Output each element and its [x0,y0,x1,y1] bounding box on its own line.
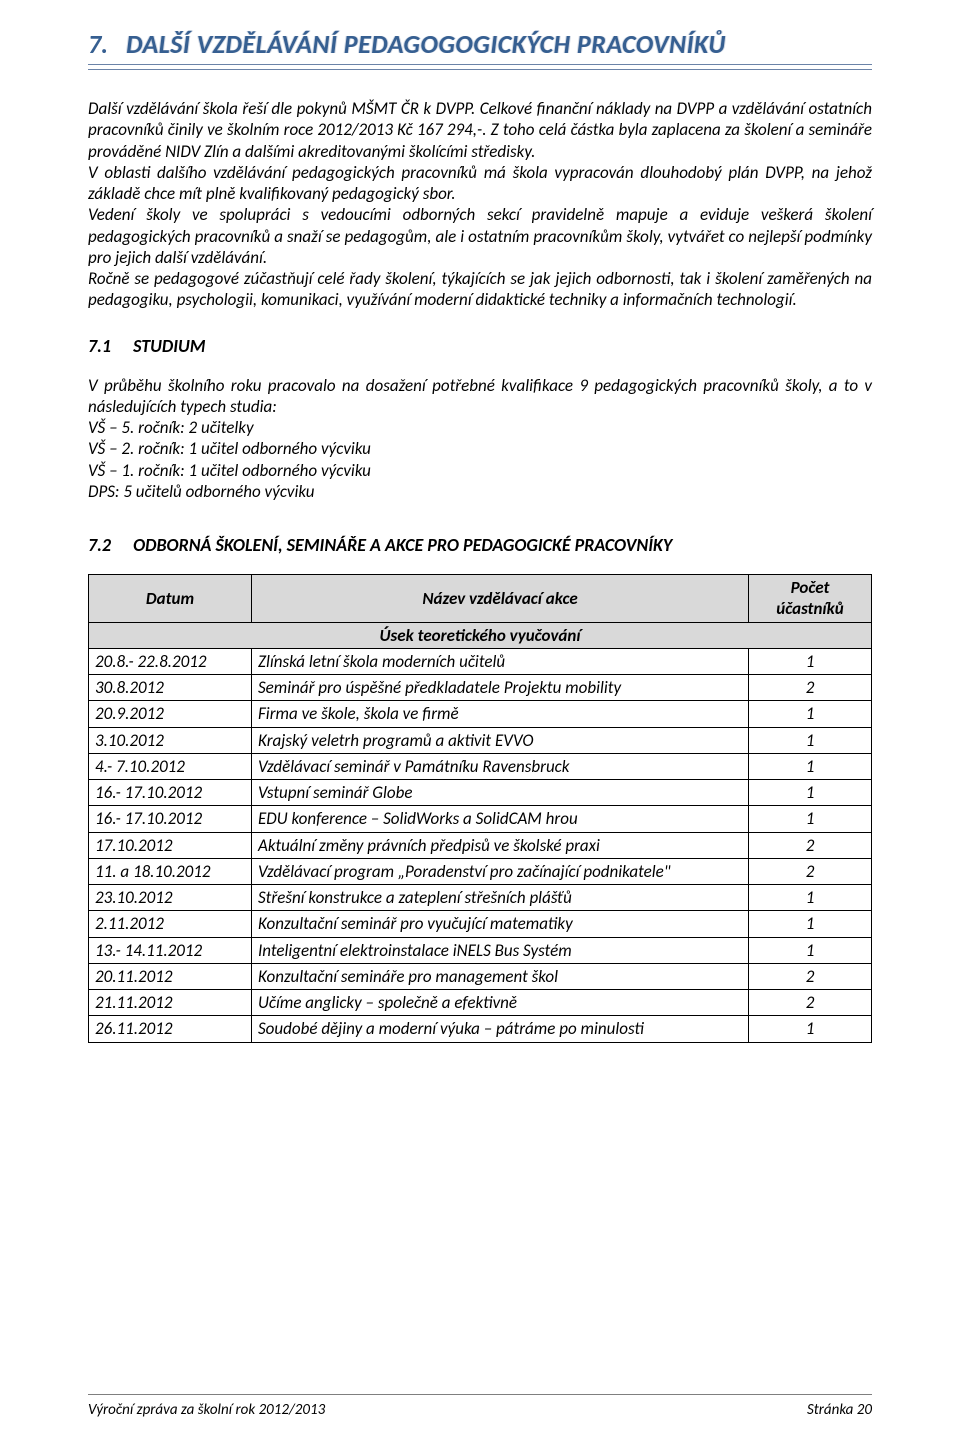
col-header-count: Počet účastníků [749,575,872,623]
cell-name: Seminář pro úspěšné předkladatele Projek… [252,675,749,701]
cell-name: Aktuální změny právních předpisů ve škol… [252,832,749,858]
footer-left: Výroční zpráva za školní rok 2012/2013 [88,1401,325,1419]
table-row: 20.11.2012Konzultační semináře pro manag… [89,963,872,989]
cell-name: EDU konference – SolidWorks a SolidCAM h… [252,806,749,832]
cell-date: 20.8.- 22.8.2012 [89,648,252,674]
table-row: 4.- 7.10.2012Vzdělávací seminář v Památn… [89,753,872,779]
table-row: 16.- 17.10.2012EDU konference – SolidWor… [89,806,872,832]
heading-rule [88,64,872,70]
section-number: 7. [88,28,108,60]
cell-count: 2 [749,963,872,989]
cell-name: Firma ve škole, škola ve firmě [252,701,749,727]
table-row: 30.8.2012Seminář pro úspěšné předkladate… [89,675,872,701]
cell-date: 2.11.2012 [89,911,252,937]
table-row: 3.10.2012Krajský veletrh programů a akti… [89,727,872,753]
cell-name: Inteligentní elektroinstalace iNELS Bus … [252,937,749,963]
table-row: 26.11.2012Soudobé dějiny a moderní výuka… [89,1016,872,1042]
cell-date: 11. a 18.10.2012 [89,858,252,884]
col-header-name: Název vzdělávací akce [252,575,749,623]
cell-date: 23.10.2012 [89,885,252,911]
subsection-72-heading: 7.2 ODBORNÁ ŠKOLENÍ, SEMINÁŘE A AKCE PRO… [88,534,872,556]
cell-count: 1 [749,806,872,832]
cell-date: 21.11.2012 [89,990,252,1016]
table-row: 2.11.2012Konzultační seminář pro vyučují… [89,911,872,937]
cell-date: 13.- 14.11.2012 [89,937,252,963]
cell-count: 1 [749,885,872,911]
cell-count: 1 [749,753,872,779]
section-title: DALŠÍ VZDĚLÁVÁNÍ PEDAGOGOGICKÝCH PRACOVN… [126,28,726,60]
cell-date: 30.8.2012 [89,675,252,701]
subsection-number: 7.1 [88,335,111,357]
table-row: 21.11.2012Učíme anglicky – společně a ef… [89,990,872,1016]
cell-name: Konzultační semináře pro management škol [252,963,749,989]
cell-count: 1 [749,911,872,937]
cell-count: 2 [749,832,872,858]
table-subheader-row: Úsek teoretického vyučování [89,622,872,648]
table-subheader: Úsek teoretického vyučování [89,622,872,648]
cell-count: 2 [749,858,872,884]
cell-date: 16.- 17.10.2012 [89,780,252,806]
training-table: Datum Název vzdělávací akce Počet účastn… [88,574,872,1043]
cell-date: 20.9.2012 [89,701,252,727]
cell-date: 26.11.2012 [89,1016,252,1042]
table-header: Datum Název vzdělávací akce Počet účastn… [89,575,872,623]
table-row: 20.8.- 22.8.2012Zlínská letní škola mode… [89,648,872,674]
subsection-number: 7.2 [88,534,111,556]
cell-count: 1 [749,701,872,727]
cell-name: Zlínská letní škola moderních učitelů [252,648,749,674]
cell-date: 3.10.2012 [89,727,252,753]
cell-date: 4.- 7.10.2012 [89,753,252,779]
cell-date: 17.10.2012 [89,832,252,858]
cell-name: Vzdělávací program „Poradenství pro začí… [252,858,749,884]
table-row: 17.10.2012Aktuální změny právních předpi… [89,832,872,858]
subsection-71-heading: 7.1 STUDIUM [88,335,872,357]
cell-count: 2 [749,990,872,1016]
page: 7. DALŠÍ VZDĚLÁVÁNÍ PEDAGOGOGICKÝCH PRAC… [0,0,960,1453]
page-footer: Výroční zpráva za školní rok 2012/2013 S… [88,1394,872,1419]
cell-name: Krajský veletrh programů a aktivit EVVO [252,727,749,753]
cell-name: Soudobé dějiny a moderní výuka – pátráme… [252,1016,749,1042]
intro-paragraph: Další vzdělávání škola řeší dle pokynů M… [88,98,872,311]
cell-count: 1 [749,937,872,963]
cell-name: Střešní konstrukce a zateplení střešních… [252,885,749,911]
cell-count: 1 [749,648,872,674]
table-row: 20.9.2012Firma ve škole, škola ve firmě1 [89,701,872,727]
footer-right: Stránka 20 [807,1401,872,1419]
cell-date: 20.11.2012 [89,963,252,989]
table-row: 13.- 14.11.2012Inteligentní elektroinsta… [89,937,872,963]
cell-count: 2 [749,675,872,701]
subsection-title: STUDIUM [133,335,205,357]
section-heading: 7. DALŠÍ VZDĚLÁVÁNÍ PEDAGOGOGICKÝCH PRAC… [88,28,872,60]
cell-name: Vstupní seminář Globe [252,780,749,806]
table-row: 16.- 17.10.2012Vstupní seminář Globe1 [89,780,872,806]
cell-name: Vzdělávací seminář v Památníku Ravensbru… [252,753,749,779]
studium-paragraph: V průběhu školního roku pracovalo na dos… [88,375,872,503]
cell-count: 1 [749,1016,872,1042]
cell-count: 1 [749,727,872,753]
table-body: Úsek teoretického vyučování 20.8.- 22.8.… [89,622,872,1042]
subsection-title: ODBORNÁ ŠKOLENÍ, SEMINÁŘE A AKCE PRO PED… [133,534,672,556]
col-header-date: Datum [89,575,252,623]
table-row: 11. a 18.10.2012Vzdělávací program „Pora… [89,858,872,884]
cell-date: 16.- 17.10.2012 [89,806,252,832]
cell-count: 1 [749,780,872,806]
table-row: 23.10.2012Střešní konstrukce a zateplení… [89,885,872,911]
cell-name: Učíme anglicky – společně a efektivně [252,990,749,1016]
cell-name: Konzultační seminář pro vyučující matema… [252,911,749,937]
